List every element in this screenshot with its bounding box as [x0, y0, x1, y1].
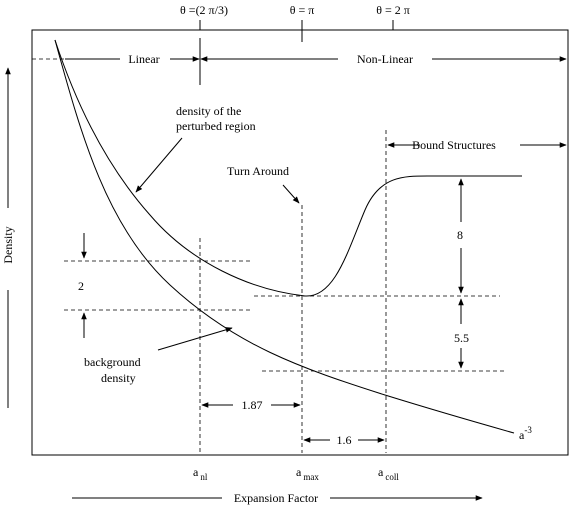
xaxis-label: Expansion Factor [234, 491, 318, 505]
theta-max-label: θ = π [290, 3, 315, 17]
ratio-1-6-label: 1.6 [337, 433, 352, 447]
bound-structures-label: Bound Structures [412, 138, 496, 152]
perturbed-label-line1: density of the [176, 104, 241, 118]
linear-label: Linear [128, 52, 159, 66]
turn-around-pointer [282, 184, 300, 204]
yaxis-label: Density [1, 226, 15, 263]
background-label-line1: background [84, 355, 141, 369]
tick-a-max: a max [296, 465, 319, 482]
turn-around-label: Turn Around [227, 164, 289, 178]
tick-a-coll: a coll [378, 465, 399, 482]
tick-a-nl: a nl [193, 465, 208, 482]
perturbed-label-line2: perturbed region [176, 119, 256, 133]
ratio-5-5-label: 5.5 [454, 331, 469, 345]
plot-frame [31, 29, 569, 456]
theta-coll-label: θ = 2 π [376, 3, 410, 17]
ratio-8-label: 8 [457, 228, 463, 242]
background-pointer [157, 327, 233, 351]
power-law-label: a-3 [519, 425, 532, 442]
ratio-2-label: 2 [78, 279, 84, 293]
ratio-1-87-label: 1.87 [242, 398, 263, 412]
perturbed-density-curve [54, 39, 522, 297]
perturbed-pointer [135, 137, 183, 193]
background-density-curve [54, 39, 515, 434]
theta-nl-label: θ =(2 π/3) [180, 3, 228, 17]
background-label-line2: density [101, 371, 136, 385]
nonlinear-label: Non-Linear [357, 52, 413, 66]
